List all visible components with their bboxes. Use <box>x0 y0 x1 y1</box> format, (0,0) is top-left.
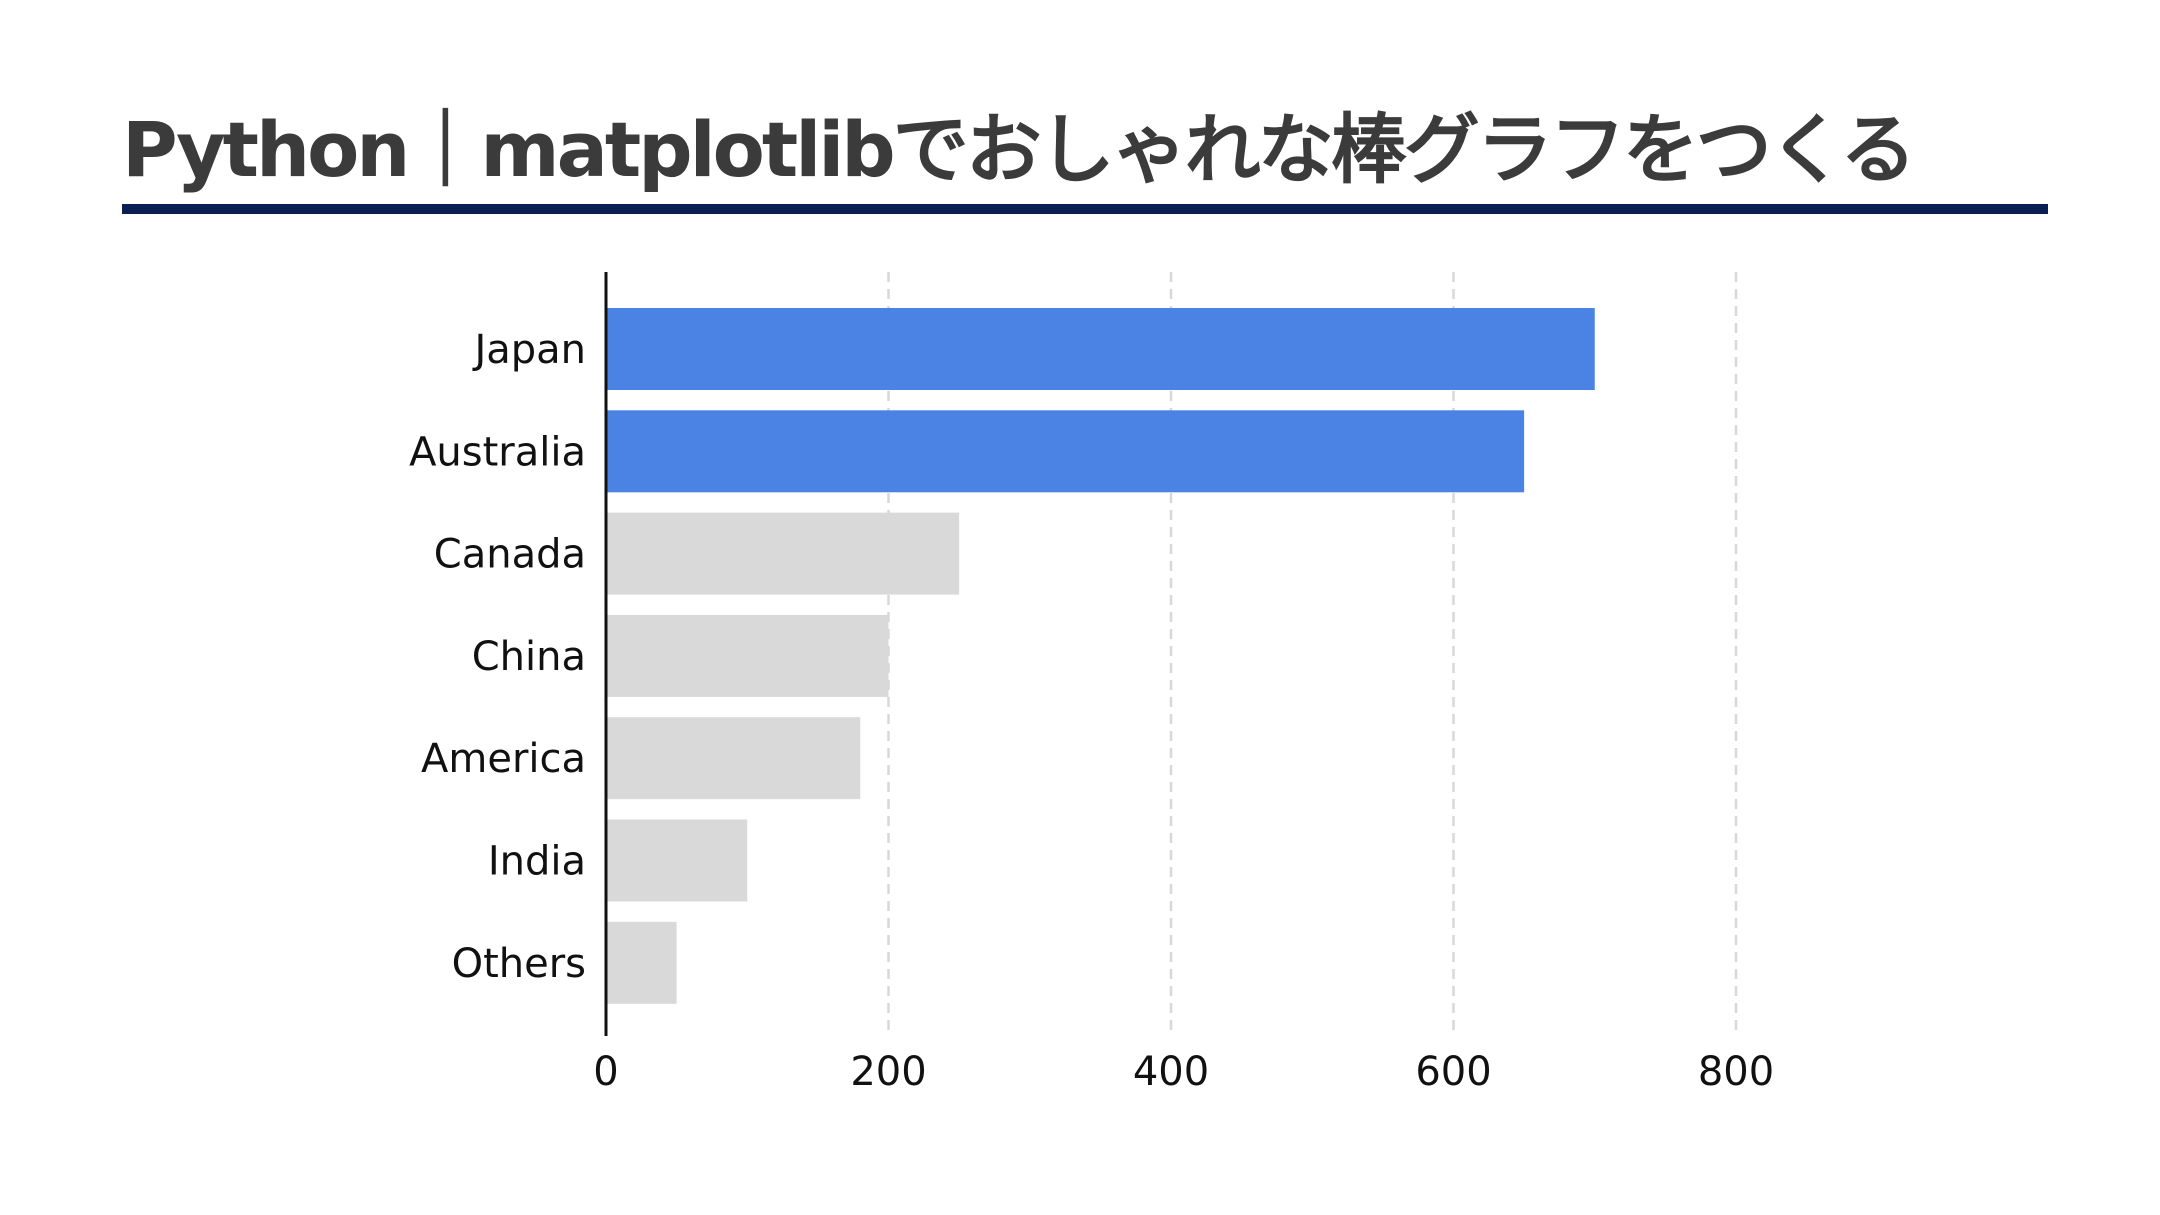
bar-china <box>606 614 889 697</box>
y-tick-label-america: America <box>421 736 586 782</box>
x-tick-labels: 0 200 400 600 800 <box>593 1049 1774 1095</box>
y-tick-labels: Japan Australia Canada China America India Oth… <box>409 327 586 987</box>
x-tick-label-0: 0 <box>593 1049 618 1095</box>
title-underline <box>122 204 2048 214</box>
y-tick-label-canada: Canada <box>434 532 586 578</box>
bar-japan <box>606 308 1595 390</box>
bar-others <box>606 921 677 1004</box>
x-tick-label-200: 200 <box>850 1049 926 1095</box>
bar-america <box>606 717 861 800</box>
x-tick-label-400: 400 <box>1133 1049 1209 1095</box>
page-title: Python｜matplotlibでおしゃれな棒グラフをつくる <box>122 105 1916 194</box>
x-tick-label-600: 600 <box>1415 1049 1491 1095</box>
bars <box>606 308 1595 1004</box>
bar-india <box>606 819 748 902</box>
y-tick-label-japan: Japan <box>471 327 586 373</box>
y-tick-label-others: Others <box>452 941 586 987</box>
y-tick-label-india: India <box>488 839 586 885</box>
y-tick-label-australia: Australia <box>409 429 586 475</box>
bar-canada <box>606 512 960 595</box>
title-block: Python｜matplotlibでおしゃれな棒グラフをつくる <box>122 100 2048 216</box>
x-tick-label-800: 800 <box>1698 1049 1774 1095</box>
y-tick-label-china: China <box>472 634 586 680</box>
bar-australia <box>606 410 1525 493</box>
